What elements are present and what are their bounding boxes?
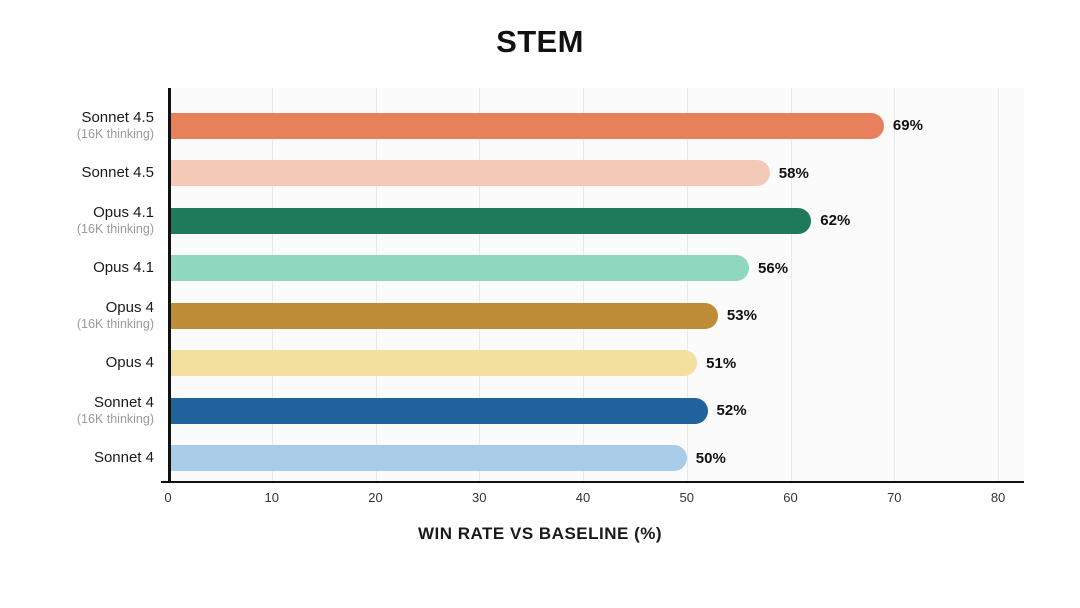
bar-row: 62% bbox=[168, 197, 1024, 245]
bar-value-label: 58% bbox=[778, 164, 809, 182]
gridline bbox=[271, 88, 273, 482]
category-label: Sonnet 4.5 bbox=[20, 150, 168, 198]
category-label: Sonnet 4 bbox=[20, 435, 168, 483]
gridline bbox=[686, 88, 688, 482]
gridline bbox=[375, 88, 377, 482]
gridline bbox=[790, 88, 792, 482]
x-tick-label: 10 bbox=[264, 490, 279, 505]
bar-row: 69% bbox=[168, 102, 1024, 150]
plot-area: 69% 58% 62% 56% 53% 51% 52% 50% bbox=[161, 88, 1024, 483]
bar bbox=[168, 255, 750, 282]
bar bbox=[168, 350, 698, 377]
category-label-text: Sonnet 4 bbox=[93, 449, 154, 467]
gridline bbox=[583, 88, 585, 482]
bar-value-label: 62% bbox=[820, 212, 851, 230]
bar-row: 53% bbox=[168, 292, 1024, 340]
x-tick-label: 70 bbox=[887, 490, 902, 505]
chart-body: Sonnet 4.5 (16K thinking) Sonnet 4.5 Opus 4… bbox=[20, 88, 1024, 483]
gridline bbox=[479, 88, 481, 482]
category-label: Sonnet 4.5 (16K thinking) bbox=[20, 102, 168, 150]
category-sublabel-text: (16K thinking) bbox=[76, 316, 154, 331]
bars-layer: 69% 58% 62% 56% 53% 51% 52% 50% bbox=[168, 88, 1024, 482]
bar-value-label: 50% bbox=[695, 449, 726, 467]
x-tick-label: 60 bbox=[783, 490, 798, 505]
bar bbox=[168, 302, 718, 329]
category-sublabel-text: (16K thinking) bbox=[76, 126, 154, 141]
y-axis-line bbox=[168, 88, 171, 482]
category-label-text: Sonnet 4.5 bbox=[81, 108, 154, 126]
grid-layer bbox=[168, 88, 1024, 482]
x-tick-label: 0 bbox=[164, 490, 172, 505]
bar-row: 51% bbox=[168, 340, 1024, 388]
bar-value-label: 53% bbox=[726, 307, 757, 325]
chart-title: STEM bbox=[496, 24, 584, 59]
x-ticks-wrap: 0 10 20 30 40 50 60 70 80 bbox=[20, 482, 1024, 508]
category-label-text: Opus 4.1 bbox=[93, 259, 154, 277]
x-ticks-spacer bbox=[20, 482, 168, 508]
category-label-text: Sonnet 4 bbox=[93, 393, 154, 411]
x-tick-label: 80 bbox=[990, 490, 1006, 505]
gridline bbox=[998, 88, 1000, 482]
bar-row: 56% bbox=[168, 245, 1024, 293]
bar-value-label: 69% bbox=[892, 117, 923, 135]
x-tick-label: 50 bbox=[679, 490, 695, 505]
bar bbox=[168, 160, 770, 187]
x-axis-title: WIN RATE VS BASELINE (%) bbox=[417, 524, 663, 543]
bar-row: 52% bbox=[168, 387, 1024, 435]
x-tick-label: 20 bbox=[368, 490, 383, 505]
category-sublabel-text: (16K thinking) bbox=[76, 411, 154, 426]
category-label-text: Opus 4.1 bbox=[93, 203, 154, 221]
bar-value-label: 56% bbox=[758, 259, 789, 277]
x-tick-label: 40 bbox=[575, 490, 591, 505]
category-label: Opus 4 bbox=[20, 340, 168, 388]
label-column: Sonnet 4.5 (16K thinking) Sonnet 4.5 Opus 4… bbox=[20, 88, 168, 482]
gridline bbox=[894, 88, 896, 482]
bar-value-label: 52% bbox=[716, 402, 747, 420]
bar-value-label: 51% bbox=[706, 354, 737, 372]
category-label: Opus 4.1 bbox=[20, 245, 168, 293]
bar bbox=[168, 445, 687, 472]
category-label: Sonnet 4 (16K thinking) bbox=[20, 387, 168, 435]
bar-row: 58% bbox=[168, 150, 1024, 198]
category-label-text: Opus 4 bbox=[105, 298, 154, 316]
x-tick-label: 30 bbox=[472, 490, 487, 505]
bar bbox=[168, 397, 708, 424]
category-label-text: Opus 4 bbox=[105, 354, 154, 372]
category-sublabel-text: (16K thinking) bbox=[76, 221, 154, 236]
x-axis-line bbox=[161, 480, 1024, 483]
bar-row: 50% bbox=[168, 435, 1024, 483]
category-label: Opus 4 (16K thinking) bbox=[20, 292, 168, 340]
x-tick-row: 0 10 20 30 40 50 60 70 80 bbox=[164, 482, 1024, 508]
category-label-text: Sonnet 4.5 bbox=[81, 164, 154, 182]
bar bbox=[168, 207, 812, 234]
category-label: Opus 4.1 (16K thinking) bbox=[20, 197, 168, 245]
bar bbox=[168, 112, 884, 139]
